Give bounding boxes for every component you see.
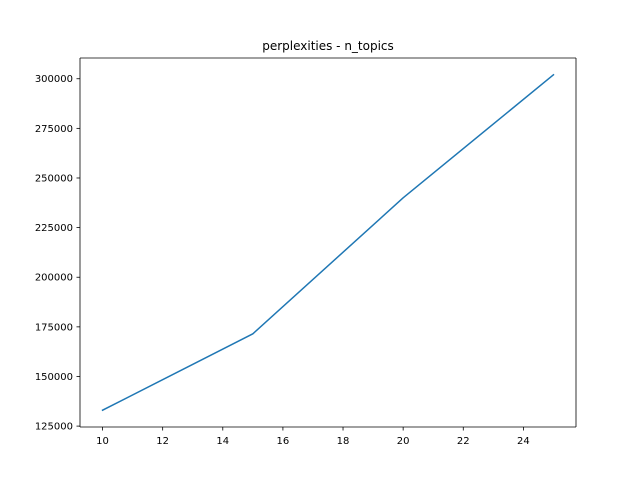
x-tick-label: 14 xyxy=(216,436,229,447)
y-tick-label: 250000 xyxy=(35,173,73,184)
y-tick-label: 225000 xyxy=(35,223,73,234)
x-tick-label: 16 xyxy=(277,436,290,447)
x-tick-label: 18 xyxy=(337,436,350,447)
y-tick-label: 200000 xyxy=(35,273,73,284)
series-line-0 xyxy=(101,73,555,412)
x-tick-label: 22 xyxy=(457,436,470,447)
y-tick-label: 150000 xyxy=(35,372,73,383)
x-tick-label: 24 xyxy=(517,436,530,447)
plot-area: 10 12 14 16 18 20 22 24 125000 150000 175000 200000… xyxy=(35,57,577,447)
x-tick-label: 20 xyxy=(397,436,410,447)
y-tick-label: 125000 xyxy=(35,422,73,433)
y-tick-label: 275000 xyxy=(35,124,73,135)
chart-title: perplexities - n_topics xyxy=(262,39,394,53)
x-tick-label: 10 xyxy=(96,436,109,447)
y-tick-label: 300000 xyxy=(35,74,73,85)
y-tick-label: 175000 xyxy=(35,322,73,333)
x-tick-label: 12 xyxy=(156,436,169,447)
